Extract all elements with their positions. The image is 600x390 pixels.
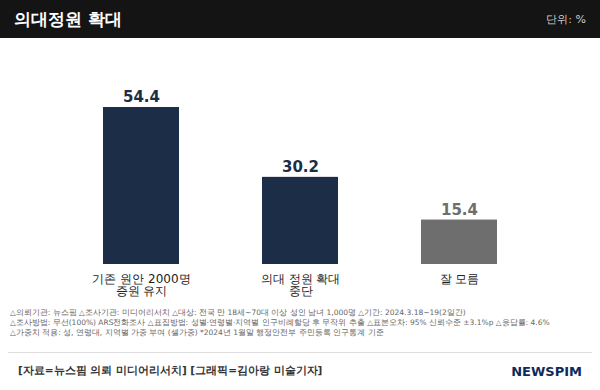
html-text:의대정원 확대: 의대정원 확대	[14, 8, 122, 29]
svg-text:의대 정원 확대중단: 의대 정원 확대중단	[261, 272, 341, 298]
html-text:단위: %: 단위: %	[546, 12, 586, 26]
svg-text:잘 모름: 잘 모름	[440, 272, 480, 286]
svg-text:기존 원안 2000명증원 유지: 기존 원안 2000명증원 유지	[92, 272, 190, 298]
svg-text:15.4: 15.4	[441, 201, 478, 219]
html-text:△의뢰기관: 뉴스핌 △조사기관: 미디어리서치 △대상:: △의뢰기관: 뉴스핌 △조사기관: 미디어리서치 △대상: 전국 만 18세~7…	[10, 308, 466, 317]
svg-text:54.4: 54.4	[123, 88, 160, 106]
html-text:△조사방법: 무선(100%) ARS전화조사 △표집방법:: △조사방법: 무선(100%) ARS전화조사 △표집방법: 성별·연령별·지역…	[10, 318, 550, 328]
svg-text:30.2: 30.2	[282, 158, 319, 176]
html-text:[자료=뉴스핌 의뢰 미디어리서치] [그래픽=김아랑 미술: [자료=뉴스핌 의뢰 미디어리서치] [그래픽=김아랑 미술기자]	[18, 364, 323, 376]
html-text:△가중치 적용: 성, 연령대, 지역별 가중 부여 (셀가: △가중치 적용: 성, 연령대, 지역별 가중 부여 (셀가중) *2024년 …	[10, 328, 384, 338]
html-text:NEWSPIM: NEWSPIM	[511, 363, 582, 379]
